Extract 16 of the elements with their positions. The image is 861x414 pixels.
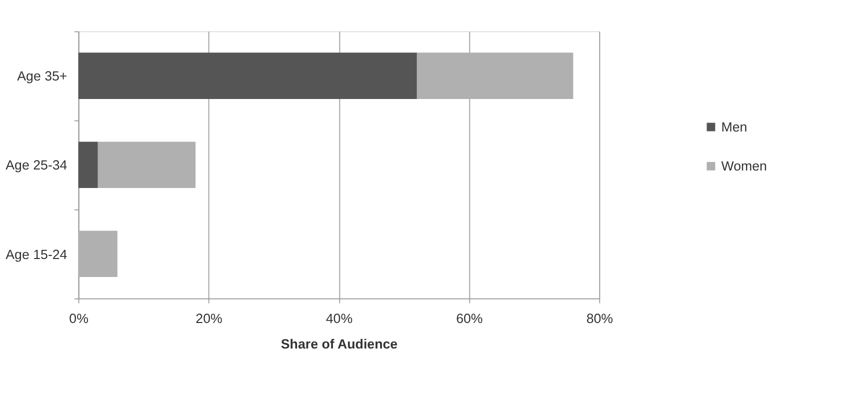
legend-label: Men (721, 119, 748, 134)
x-axis-title: Share of Audience (280, 336, 398, 352)
bar (98, 142, 196, 188)
x-tick-label: 0% (69, 310, 89, 326)
bar (78, 230, 118, 278)
x-tick-label: 20% (196, 310, 222, 326)
legend-label: Women (721, 158, 767, 174)
x-tick-label: 80% (586, 310, 614, 326)
bar (78, 52, 417, 99)
y-tick-label: Age 35+ (17, 68, 68, 84)
bar (78, 142, 98, 188)
x-tick-label: 60% (456, 310, 483, 326)
y-tick-label: Age 15-24 (6, 246, 68, 262)
x-tick-label: 40% (326, 310, 353, 326)
y-tick-label: Age 25-34 (6, 158, 68, 173)
bar (416, 52, 574, 99)
